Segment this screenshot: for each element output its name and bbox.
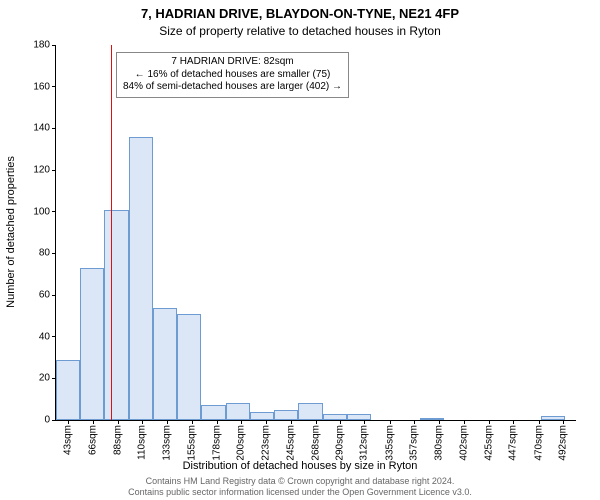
x-tick bbox=[217, 420, 218, 424]
x-tick-label: 447sqm bbox=[508, 425, 519, 461]
annotation-line: 84% of semi-detached houses are larger (… bbox=[123, 81, 342, 94]
x-tick bbox=[241, 420, 242, 424]
y-tick bbox=[52, 336, 56, 337]
x-tick-label: 66sqm bbox=[88, 425, 99, 455]
x-tick-label: 312sqm bbox=[359, 425, 370, 461]
y-tick-label: 80 bbox=[39, 248, 50, 259]
plot-area: 02040608010012014016018043sqm66sqm88sqm1… bbox=[55, 45, 576, 421]
x-tick-label: 223sqm bbox=[261, 425, 272, 461]
histogram-bar bbox=[274, 410, 298, 420]
histogram-bar bbox=[80, 268, 104, 420]
x-tick-label: 110sqm bbox=[136, 425, 147, 460]
x-tick-label: 470sqm bbox=[533, 425, 544, 461]
x-tick bbox=[539, 420, 540, 424]
x-tick bbox=[142, 420, 143, 424]
y-tick bbox=[52, 253, 56, 254]
x-tick bbox=[364, 420, 365, 424]
x-tick bbox=[192, 420, 193, 424]
footer-line-1: Contains HM Land Registry data © Crown c… bbox=[0, 476, 600, 487]
histogram-bar bbox=[226, 403, 250, 420]
x-tick-label: 402sqm bbox=[458, 425, 469, 461]
x-tick bbox=[167, 420, 168, 424]
histogram-bar bbox=[201, 405, 225, 420]
y-tick bbox=[52, 295, 56, 296]
x-tick-label: 245sqm bbox=[285, 425, 296, 461]
y-tick-label: 0 bbox=[44, 415, 50, 426]
x-tick-label: 178sqm bbox=[211, 425, 222, 461]
x-tick bbox=[316, 420, 317, 424]
x-tick bbox=[563, 420, 564, 424]
y-tick-label: 60 bbox=[39, 290, 50, 301]
x-tick-label: 88sqm bbox=[112, 425, 123, 455]
x-tick-label: 492sqm bbox=[557, 425, 568, 461]
x-tick bbox=[118, 420, 119, 424]
annotation-box: 7 HADRIAN DRIVE: 82sqm← 16% of detached … bbox=[116, 52, 349, 98]
x-tick-label: 425sqm bbox=[483, 425, 494, 461]
x-tick-label: 155sqm bbox=[186, 425, 197, 461]
y-tick-label: 20 bbox=[39, 373, 50, 384]
x-tick bbox=[464, 420, 465, 424]
y-tick-label: 120 bbox=[33, 165, 50, 176]
y-tick-label: 140 bbox=[33, 123, 50, 134]
x-tick bbox=[513, 420, 514, 424]
histogram-bar bbox=[298, 403, 322, 420]
histogram-bar bbox=[129, 137, 153, 420]
y-tick bbox=[52, 211, 56, 212]
y-tick bbox=[52, 128, 56, 129]
histogram-bar bbox=[420, 418, 444, 420]
histogram-bar bbox=[104, 210, 128, 420]
x-tick bbox=[439, 420, 440, 424]
x-tick-label: 43sqm bbox=[63, 425, 74, 455]
title-line-2: Size of property relative to detached ho… bbox=[0, 24, 600, 38]
x-tick-label: 268sqm bbox=[311, 425, 322, 461]
x-tick-label: 200sqm bbox=[236, 425, 247, 461]
histogram-bar bbox=[250, 412, 274, 420]
y-tick-label: 40 bbox=[39, 331, 50, 342]
x-tick bbox=[489, 420, 490, 424]
footer-line-2: Contains public sector information licen… bbox=[0, 487, 600, 498]
annotation-line: ← 16% of detached houses are smaller (75… bbox=[123, 69, 342, 82]
x-tick-label: 133sqm bbox=[162, 425, 173, 461]
x-tick-label: 357sqm bbox=[409, 425, 420, 461]
y-tick bbox=[52, 45, 56, 46]
x-tick bbox=[414, 420, 415, 424]
y-tick-label: 160 bbox=[33, 81, 50, 92]
x-tick bbox=[340, 420, 341, 424]
y-tick bbox=[52, 170, 56, 171]
x-tick bbox=[68, 420, 69, 424]
histogram-bar bbox=[56, 360, 80, 420]
x-tick bbox=[390, 420, 391, 424]
x-tick bbox=[93, 420, 94, 424]
histogram-bar bbox=[177, 314, 201, 420]
x-tick-label: 290sqm bbox=[335, 425, 346, 461]
x-tick bbox=[291, 420, 292, 424]
x-tick bbox=[266, 420, 267, 424]
chart-container: 7, HADRIAN DRIVE, BLAYDON-ON-TYNE, NE21 … bbox=[0, 0, 600, 500]
histogram-bar bbox=[323, 414, 347, 420]
y-tick-label: 100 bbox=[33, 206, 50, 217]
y-axis-label: Number of detached properties bbox=[5, 156, 17, 308]
title-line-1: 7, HADRIAN DRIVE, BLAYDON-ON-TYNE, NE21 … bbox=[0, 6, 600, 21]
footer-attribution: Contains HM Land Registry data © Crown c… bbox=[0, 476, 600, 498]
histogram-bar bbox=[347, 414, 371, 420]
x-axis-label: Distribution of detached houses by size … bbox=[0, 460, 600, 472]
annotation-line: 7 HADRIAN DRIVE: 82sqm bbox=[123, 56, 342, 69]
y-tick bbox=[52, 86, 56, 87]
x-tick-label: 335sqm bbox=[384, 425, 395, 461]
histogram-bar bbox=[541, 416, 565, 420]
y-tick-label: 180 bbox=[33, 40, 50, 51]
histogram-bar bbox=[153, 308, 177, 421]
reference-line bbox=[111, 45, 112, 420]
x-tick-label: 380sqm bbox=[434, 425, 445, 461]
